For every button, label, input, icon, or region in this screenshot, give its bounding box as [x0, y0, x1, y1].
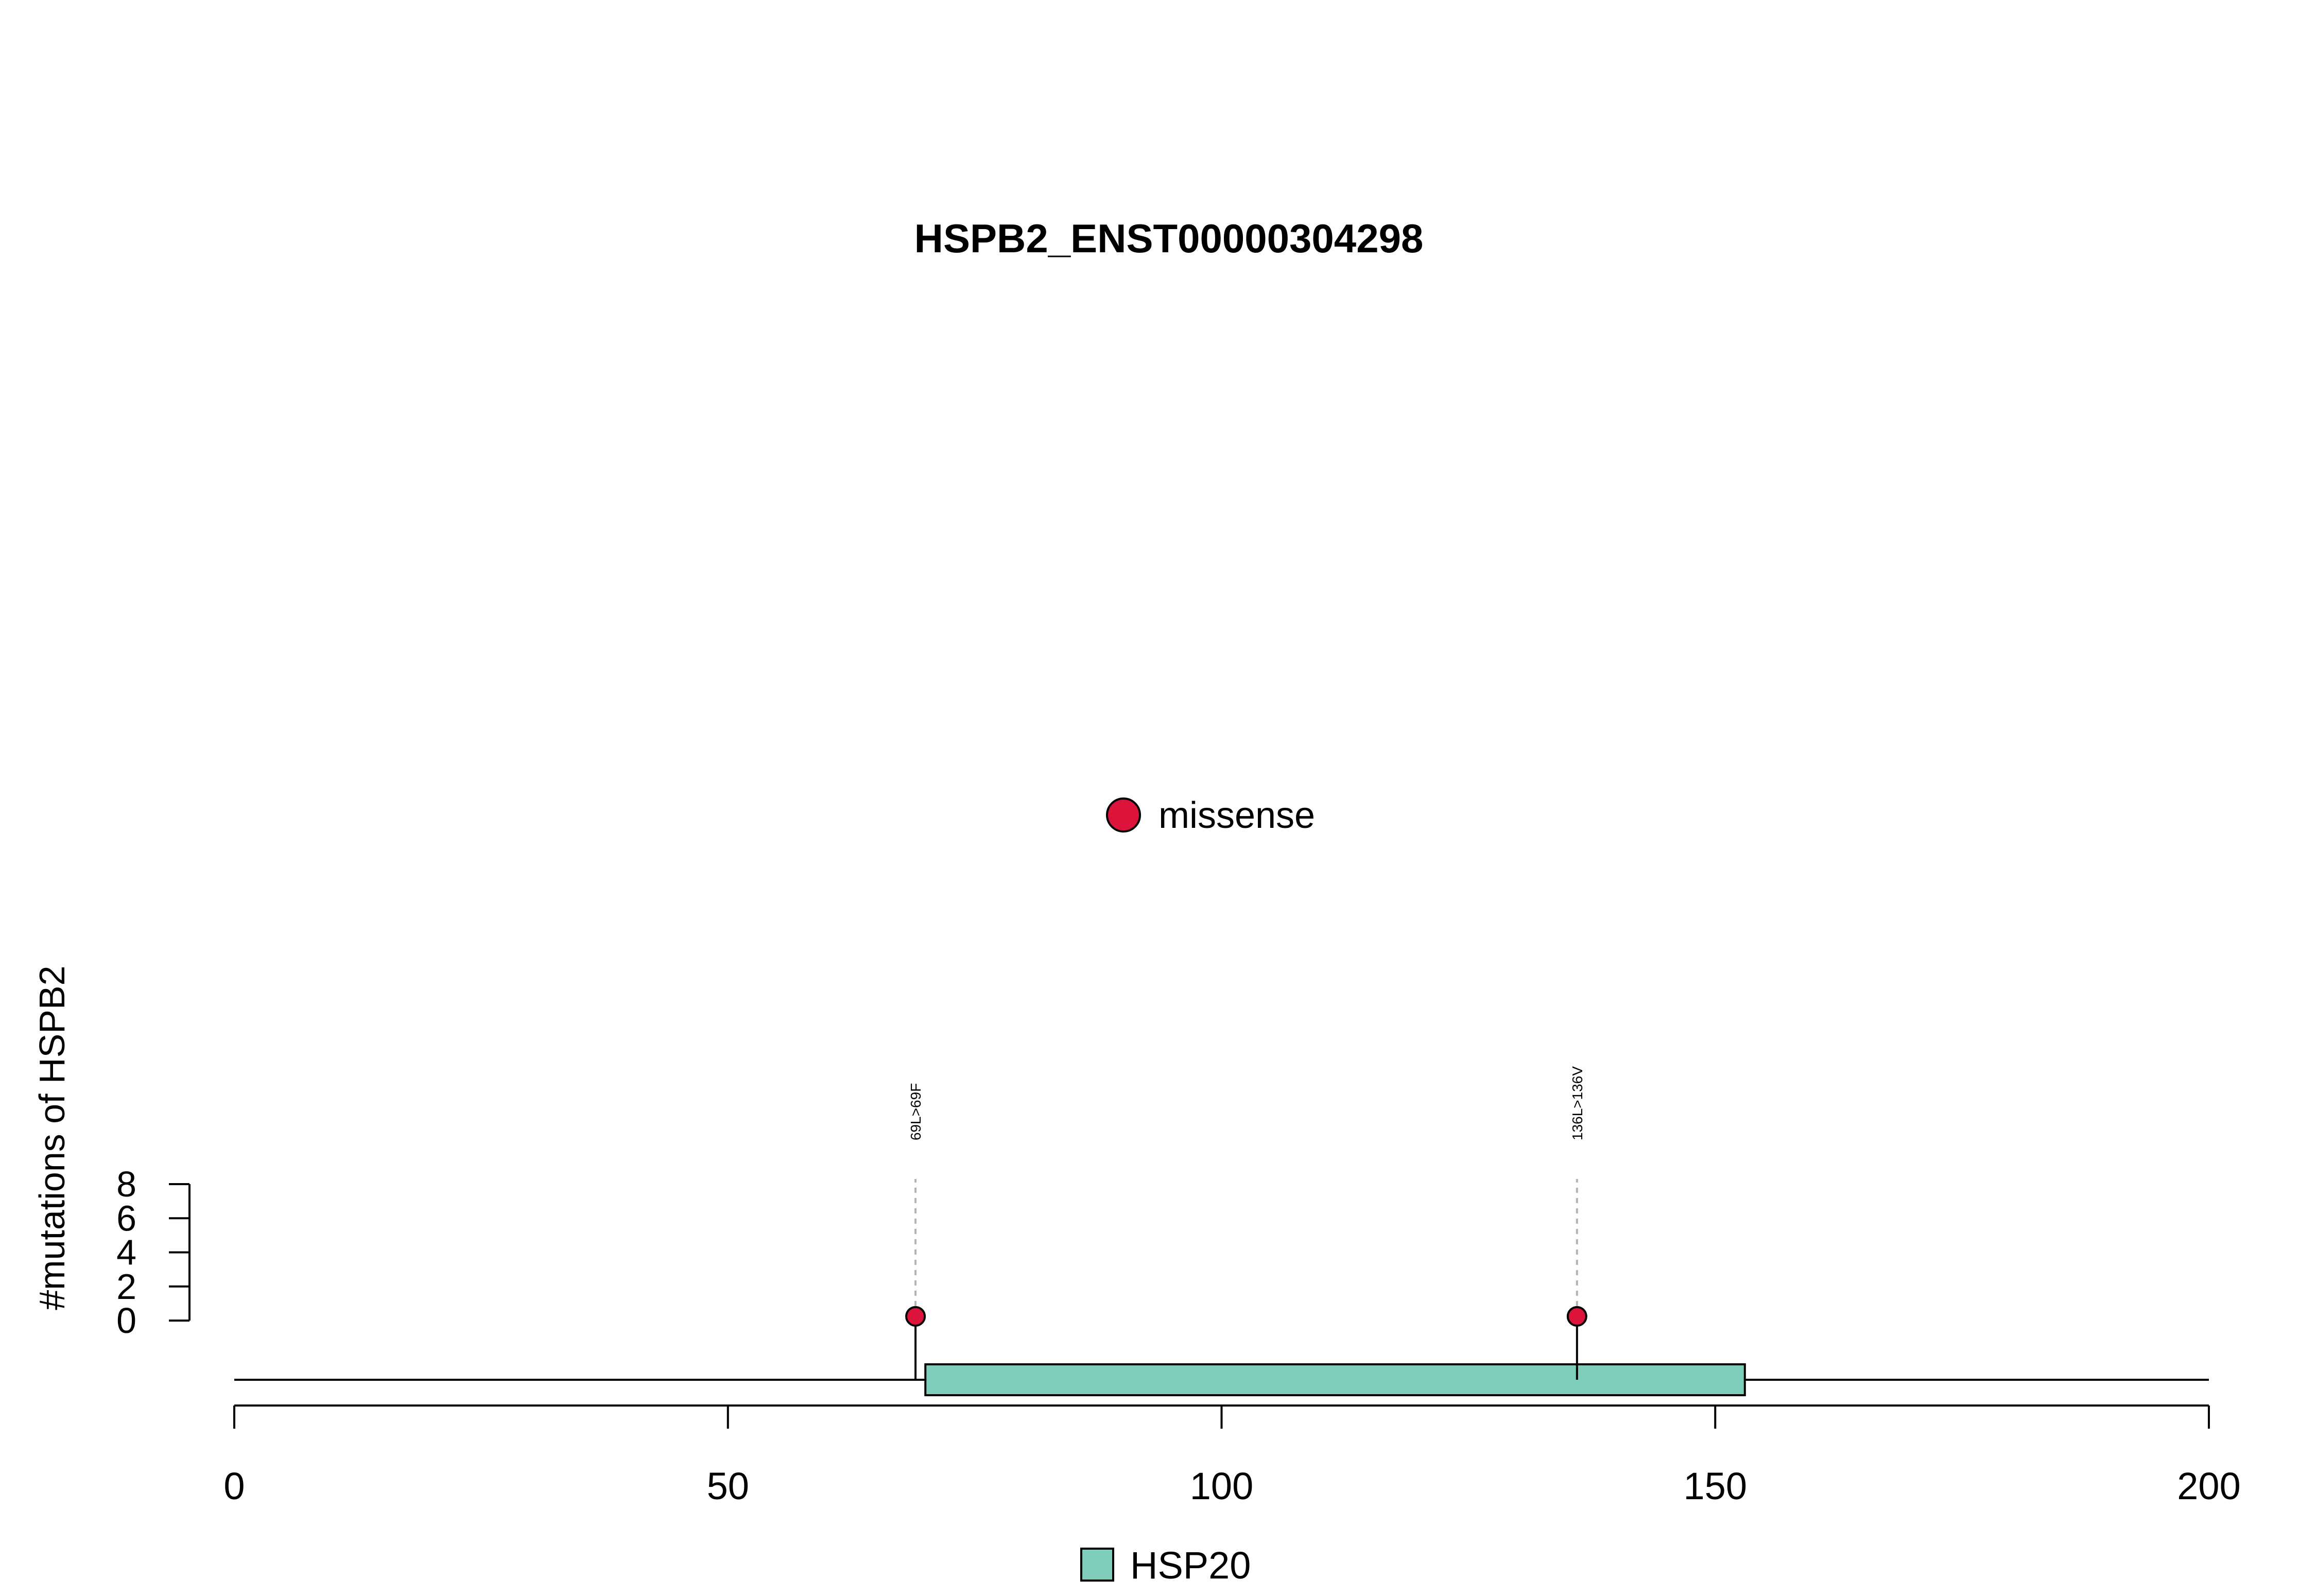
- x-tick-label: 0: [223, 1465, 245, 1507]
- y-axis-label: #mutations of HSPB2: [32, 965, 72, 1310]
- mutation-layer: 69L>69F 136L>136V: [905, 1066, 1587, 1380]
- y-tick-label: 2: [116, 1267, 136, 1307]
- x-tick-label: 200: [2177, 1465, 2240, 1507]
- mutation-label: 69L>69F: [908, 1083, 924, 1140]
- y-tick-label: 4: [116, 1233, 136, 1273]
- domain-hsp20-box: [924, 1363, 1746, 1396]
- legend-hsp20-label: HSP20: [1130, 1544, 1251, 1587]
- x-axis: 0 50 100 150 200: [223, 1404, 2241, 1507]
- mutation-label: 136L>136V: [1569, 1066, 1585, 1140]
- mutation-point: [905, 1306, 926, 1327]
- y-tick-label: 8: [116, 1164, 136, 1204]
- mutation-point: [1566, 1306, 1587, 1327]
- legend-missense-marker: [1106, 797, 1141, 832]
- legend-hsp20-swatch: [1080, 1548, 1114, 1582]
- domain-legend: HSP20: [1080, 1544, 1251, 1587]
- domain-layer: [924, 1363, 1746, 1396]
- x-tick-label: 100: [1190, 1465, 1253, 1507]
- x-tick-label: 150: [1684, 1465, 1747, 1507]
- mutation-legend: missense: [1106, 795, 1315, 836]
- chart-title: HSPB2_ENST00000304298: [914, 216, 1424, 261]
- x-tick-label: 50: [707, 1465, 749, 1507]
- y-tick-label: 0: [116, 1300, 136, 1341]
- legend-missense-label: missense: [1158, 795, 1315, 836]
- y-tick-label: 6: [116, 1198, 136, 1238]
